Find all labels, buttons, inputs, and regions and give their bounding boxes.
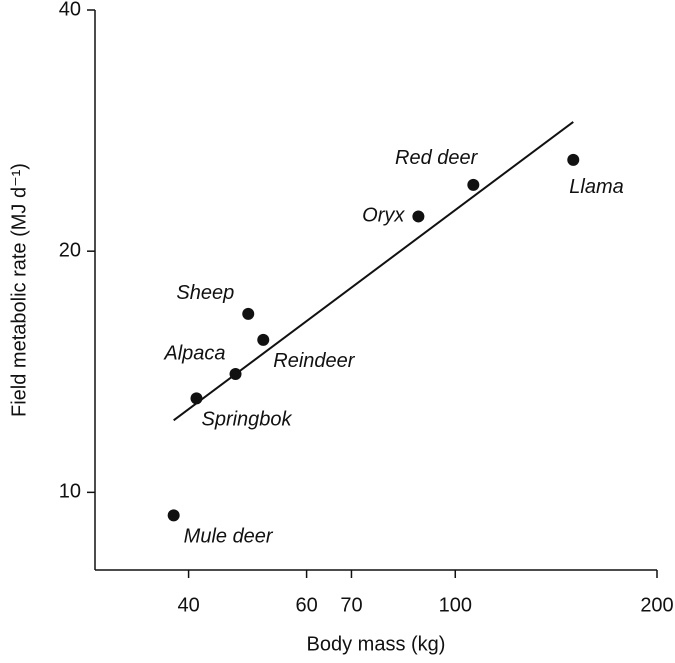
point (567, 153, 580, 166)
point-label: Oryx (362, 205, 405, 227)
point-label: Alpaca (163, 342, 225, 364)
y-axis-label: Field metabolic rate (MJ d⁻¹) (8, 163, 30, 417)
point (229, 368, 242, 381)
point-label: Mule deer (184, 526, 274, 548)
x-tick-label: 60 (295, 594, 317, 616)
point (167, 509, 180, 522)
y-tick-label: 20 (59, 239, 81, 261)
x-tick-label: 100 (439, 594, 472, 616)
point (190, 392, 203, 405)
point-label: Springbok (201, 409, 292, 431)
point (242, 307, 255, 320)
point-label: Reindeer (273, 350, 356, 372)
point-label: Sheep (176, 282, 234, 304)
x-tick-label: 70 (340, 594, 362, 616)
point-label: Llama (569, 176, 623, 198)
point-label: Red deer (395, 147, 479, 169)
x-tick-label: 200 (640, 594, 673, 616)
point (257, 333, 270, 346)
y-tick-label: 10 (59, 481, 81, 503)
point (412, 210, 425, 223)
point (467, 178, 480, 191)
x-axis-label: Body mass (kg) (307, 633, 446, 655)
x-tick-label: 40 (177, 594, 199, 616)
y-tick-label: 40 (59, 0, 81, 20)
